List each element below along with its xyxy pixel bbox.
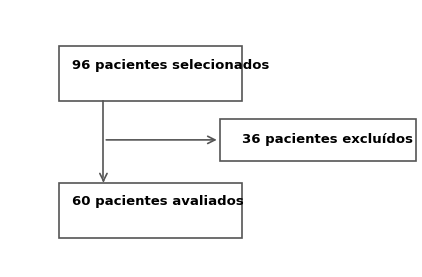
Text: 96 pacientes selecionados: 96 pacientes selecionados [73, 59, 270, 72]
Text: 60 pacientes avaliados: 60 pacientes avaliados [73, 196, 244, 209]
Bar [59, 46, 243, 101]
Text: 36 pacientes excluídos: 36 pacientes excluídos [243, 134, 414, 146]
Bar [219, 119, 416, 161]
Bar [59, 183, 243, 238]
